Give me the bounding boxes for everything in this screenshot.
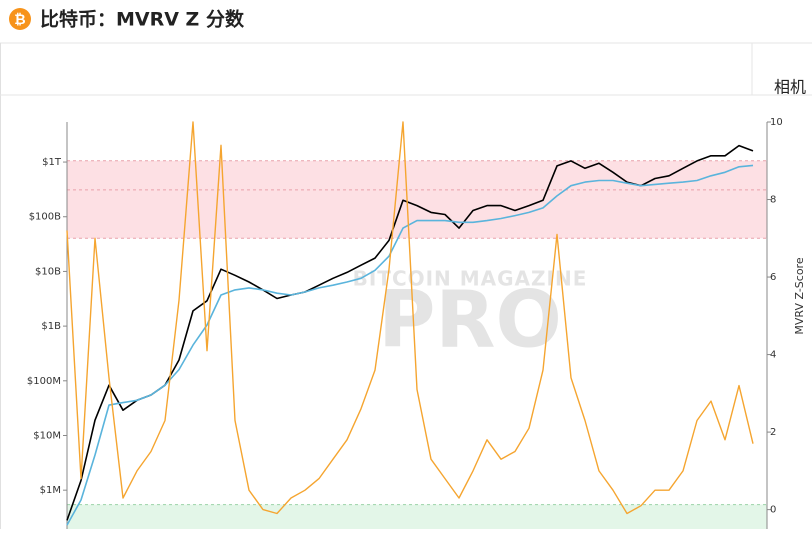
y-tick-label: $10M <box>33 430 61 441</box>
y2-tick-label: 0 <box>770 505 776 516</box>
watermark: BITCOIN MAGAZINE <box>353 267 588 291</box>
tab-label[interactable]: 相机 <box>774 78 806 97</box>
y-tick-label: $1M <box>40 485 61 496</box>
series-line <box>66 121 754 515</box>
y-tick-label: $100B <box>29 212 61 223</box>
page-title: 比特币：MVRV Z 分数 <box>40 8 245 31</box>
y2-tick-label: 6 <box>770 272 776 283</box>
y-tick-label: $10B <box>35 266 61 277</box>
zone-band <box>67 160 767 239</box>
bitcoin-icon <box>9 8 31 30</box>
bitcoin-icon-glyph: ₿ <box>14 12 25 28</box>
y-tick-label: $100M <box>27 376 61 387</box>
series-line <box>66 164 754 526</box>
y2-tick-label: 4 <box>770 350 776 361</box>
y2-tick-label: 2 <box>770 427 776 438</box>
zone-band <box>67 504 767 529</box>
y-tick-label: $1B <box>41 321 61 332</box>
y2-axis-title: MVRV Z-Score <box>793 257 806 334</box>
watermark: PRO <box>378 275 562 365</box>
y2-tick-label: 10 <box>770 117 783 128</box>
y-tick-label: $1T <box>42 157 62 168</box>
y2-tick-label: 8 <box>770 195 776 206</box>
